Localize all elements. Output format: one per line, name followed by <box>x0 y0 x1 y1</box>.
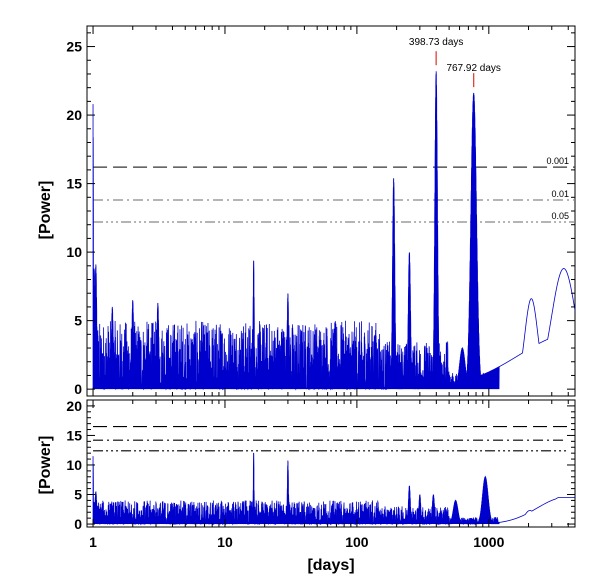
significance-label: 0.05 <box>551 211 569 221</box>
bottom-ylabel: [Power] <box>37 436 54 495</box>
y-tick-label: 20 <box>66 398 82 414</box>
y-tick-label: 0 <box>74 381 82 397</box>
bottom-ticks: 11010010001000005101520 <box>66 398 575 550</box>
annotation-label: 767.92 days <box>446 63 501 74</box>
y-tick-label: 15 <box>66 176 82 192</box>
significance-label: 0.01 <box>551 189 569 199</box>
top-ticks: 0 5 10 15 20 25 <box>66 26 575 397</box>
top-panel: 0.001 0.01 0.05 398.73 days 767.92 days 0 5 1… <box>37 25 576 397</box>
top-annotations: 398.73 days 767.92 days <box>409 37 501 88</box>
bottom-power-line <box>92 452 575 526</box>
top-power-line <box>92 71 576 391</box>
y-tick-label: 5 <box>74 313 82 329</box>
y-tick-label: 10 <box>66 244 82 260</box>
y-tick-label: 20 <box>66 107 82 123</box>
x-tick-label: 100 <box>345 534 369 550</box>
annotation-label: 398.73 days <box>409 37 464 48</box>
bottom-xlabel: [days] <box>307 557 354 574</box>
significance-label: 0.001 <box>546 156 569 166</box>
bottom-plot-frame <box>86 399 576 528</box>
bottom-reference-lines <box>93 426 567 452</box>
top-significance-lines: 0.001 0.01 0.05 <box>93 156 575 223</box>
bottom-panel: 11010010001000005101520 [Power] [days] <box>37 398 576 574</box>
y-tick-label: 0 <box>74 516 82 532</box>
y-tick-label: 10 <box>66 457 82 473</box>
x-tick-label: 10 <box>217 534 233 550</box>
y-tick-label: 5 <box>74 487 82 503</box>
y-tick-label: 25 <box>66 39 82 55</box>
y-tick-label: 15 <box>66 427 82 443</box>
x-tick-label: 1000 <box>473 534 504 550</box>
top-ylabel: [Power] <box>37 181 54 240</box>
x-tick-label: 1 <box>89 534 97 550</box>
